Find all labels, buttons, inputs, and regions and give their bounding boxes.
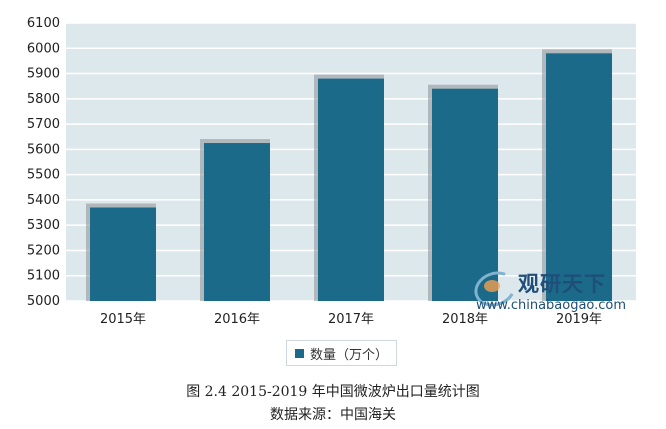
bars	[86, 49, 612, 302]
x-tick-label: 2016年	[214, 312, 260, 327]
x-axis-ticks: 2015年 2016年 2017年 2018年 2019年	[100, 312, 602, 327]
x-tick-label: 2017年	[328, 312, 374, 327]
y-tick-label: 6100	[27, 16, 60, 31]
x-tick-label: 2015年	[100, 312, 146, 327]
y-tick-label: 5400	[27, 193, 60, 208]
watermark-logo-dot-icon	[484, 280, 500, 292]
figure-caption: 图 2.4 2015-2019 年中国微波炉出口量统计图	[186, 384, 480, 400]
legend: 数量（万个）	[286, 340, 398, 366]
y-tick-label: 5900	[27, 67, 60, 82]
bar	[204, 143, 270, 301]
y-tick-label: 5600	[27, 142, 60, 157]
y-tick-label: 5300	[27, 218, 60, 233]
y-tick-label: 5000	[27, 294, 60, 309]
legend-label: 数量（万个）	[310, 347, 389, 363]
legend-swatch	[295, 348, 304, 358]
watermark-title: 观研天下	[518, 272, 606, 296]
bar-chart: 5000 5100 5200 5300 5400 5500 5600 5700 5800 5900…	[27, 16, 636, 327]
y-tick-label: 5200	[27, 243, 60, 258]
y-tick-label: 5800	[27, 92, 60, 107]
bar	[546, 53, 612, 302]
bar	[432, 88, 498, 301]
watermark: 观研天下 www.chinabaogao.com	[468, 265, 658, 318]
y-tick-label: 5500	[27, 168, 60, 183]
chart-frame: 5000 5100 5200 5300 5400 5500 5600 5700 5800 5900…	[26, 16, 658, 366]
y-tick-label: 5100	[27, 269, 60, 284]
x-tick-label: 2018年	[442, 312, 488, 327]
bar	[90, 207, 156, 301]
x-tick-label: 2019年	[556, 312, 602, 327]
y-axis-ticks: 5000 5100 5200 5300 5400 5500 5600 5700 5800 5900…	[27, 16, 60, 309]
bar	[318, 78, 384, 301]
data-source: 数据来源：中国海关	[270, 407, 396, 423]
y-tick-label: 6000	[27, 41, 60, 56]
watermark-url: www.chinabaogao.com	[476, 298, 627, 313]
y-tick-label: 5700	[27, 117, 60, 132]
